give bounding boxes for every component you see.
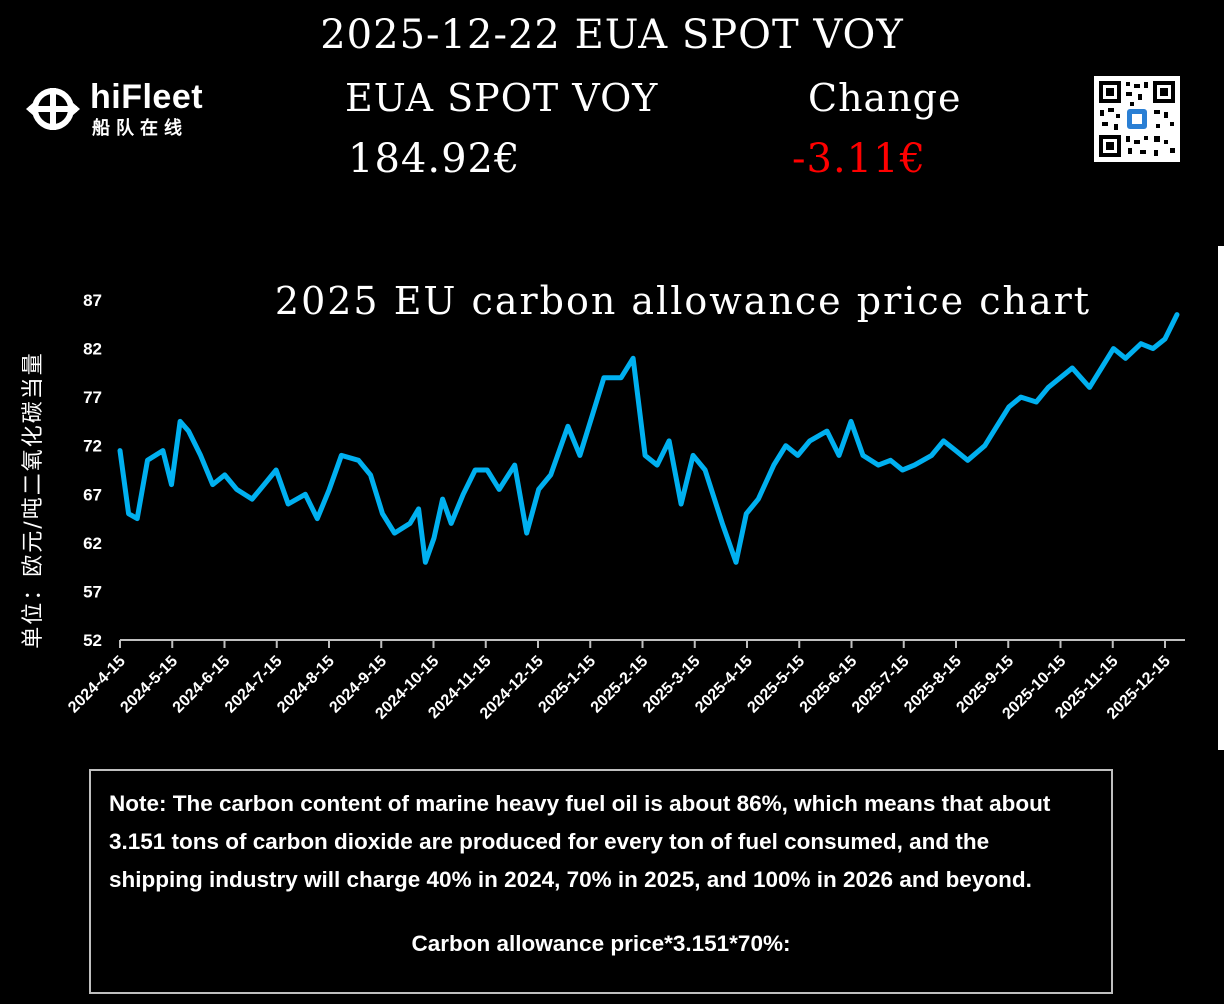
hifleet-logo-icon [26, 88, 80, 130]
page-title: 2025-12-22 EUA SPOT VOY [320, 12, 904, 58]
y-tick-label: 67 [83, 485, 102, 504]
y-tick-label: 52 [83, 631, 102, 650]
price-line [117, 312, 1180, 565]
change-value: -3.11€ [792, 136, 927, 182]
y-tick-label: 72 [83, 437, 102, 456]
price-value: 184.92€ [348, 136, 521, 182]
logo-text: hiFleet [90, 78, 204, 116]
y-tick-label: 82 [83, 340, 102, 359]
frame-edge [1218, 246, 1224, 750]
y-tick-label: 62 [83, 534, 102, 553]
hifleet-logo[interactable]: hiFleet 船队在线 [26, 78, 226, 138]
note-text: Note: The carbon content of marine heavy… [109, 791, 1051, 892]
logo-subtext: 船队在线 [92, 118, 188, 138]
chart-title: 2025 EU carbon allowance price chart [275, 279, 1091, 323]
y-axis-ticks: 52 57 62 67 72 77 82 87 [83, 291, 102, 650]
y-axis-label: 单位：欧元/吨二氧化碳当量 [21, 351, 46, 648]
y-tick-label: 77 [83, 388, 102, 407]
qr-code-icon[interactable] [1094, 76, 1180, 162]
note-box: Note: The carbon content of marine heavy… [89, 769, 1113, 994]
note-formula: Carbon allowance price*3.151*70%: [411, 931, 791, 956]
x-axis-ticks: 2024-4-152024-5-152024-6-152024-7-152024… [65, 640, 1174, 723]
price-label: EUA SPOT VOY [345, 76, 659, 120]
price-chart: 2025 EU carbon allowance price chart 单位：… [21, 279, 1185, 723]
y-tick-label: 87 [83, 291, 102, 310]
y-tick-label: 57 [83, 582, 102, 601]
change-label: Change [808, 76, 962, 120]
